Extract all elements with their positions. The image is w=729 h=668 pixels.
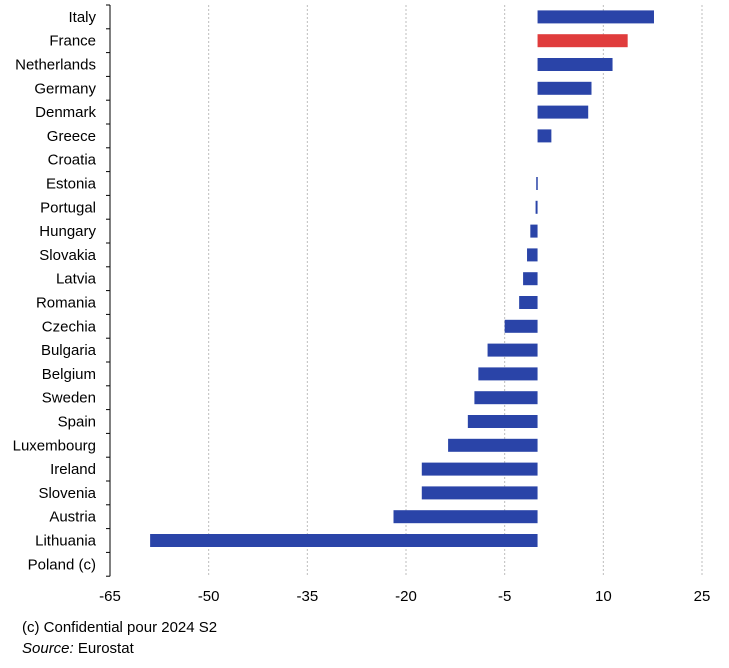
y-tick-label: Estonia [46,176,97,193]
y-tick-label: Belgium [42,366,96,383]
x-axis: -65 -50 -35 -20 -5 10 25 [99,588,710,605]
bar [537,129,552,143]
bar [523,272,538,286]
x-tick-label: -20 [395,588,417,605]
bar [519,296,538,309]
y-tick-label: Slovenia [38,485,96,502]
y-tick-label: Germany [34,80,96,97]
x-tick-label: -35 [296,588,318,605]
bar [537,105,589,119]
footnote: (c) Confidential pour 2024 S2 [22,619,217,636]
bar [421,486,538,500]
y-tick-label: Czechia [42,318,97,335]
y-tick-label: Lithuania [35,533,97,550]
y-tick-label: Portugal [40,199,96,216]
bar [393,510,538,524]
bar [537,58,613,71]
y-tick-label: Italy [68,9,96,26]
y-tick-label: Luxembourg [13,437,96,454]
x-tick-label: -5 [498,588,511,605]
bar [448,438,538,452]
bar [504,319,538,333]
y-tick-label: Spain [58,414,96,431]
bars [150,10,654,547]
bar [537,10,654,24]
bar [487,343,538,357]
bar [467,415,538,428]
y-tick-label: Slovakia [39,247,96,264]
y-tick-label: Hungary [39,223,96,240]
y-tick-label: Latvia [56,271,97,288]
bar-chart: Italy France Netherlands Germany Denmark Gree… [13,4,710,605]
y-tick-label: Croatia [48,152,97,169]
y-tick-label: Netherlands [15,57,96,74]
y-tick-label: Sweden [42,390,96,407]
bar [530,224,538,238]
bar [478,367,538,381]
bar [537,81,592,95]
y-tick-label: Romania [36,295,97,312]
x-tick-label: -65 [99,588,121,605]
y-tick-label: Austria [49,509,96,526]
y-tick-label: Bulgaria [41,342,97,359]
bar [536,177,538,190]
x-tick-label: -50 [198,588,220,605]
source-line: Source: Eurostat [22,640,134,657]
x-tick-label: 10 [595,588,612,605]
y-tick-label: Denmark [35,104,96,121]
x-tick-label: 25 [694,588,711,605]
grid-lines [208,5,703,577]
y-tick-label: Poland (c) [28,556,96,573]
bar [535,200,538,214]
bar [421,462,538,476]
y-tick-label: France [49,33,96,50]
source-value: Eurostat [73,640,134,657]
source-label: Source: [22,640,74,657]
bar [150,534,538,547]
y-axis: Italy France Netherlands Germany Denmark Gree… [13,4,111,577]
y-tick-label: Ireland [50,461,96,478]
bar [527,248,538,262]
y-tick-label: Greece [47,128,96,145]
bar [474,391,538,405]
bar [537,34,628,48]
footnote-text: (c) Confidential pour 2024 S2 [22,619,218,636]
